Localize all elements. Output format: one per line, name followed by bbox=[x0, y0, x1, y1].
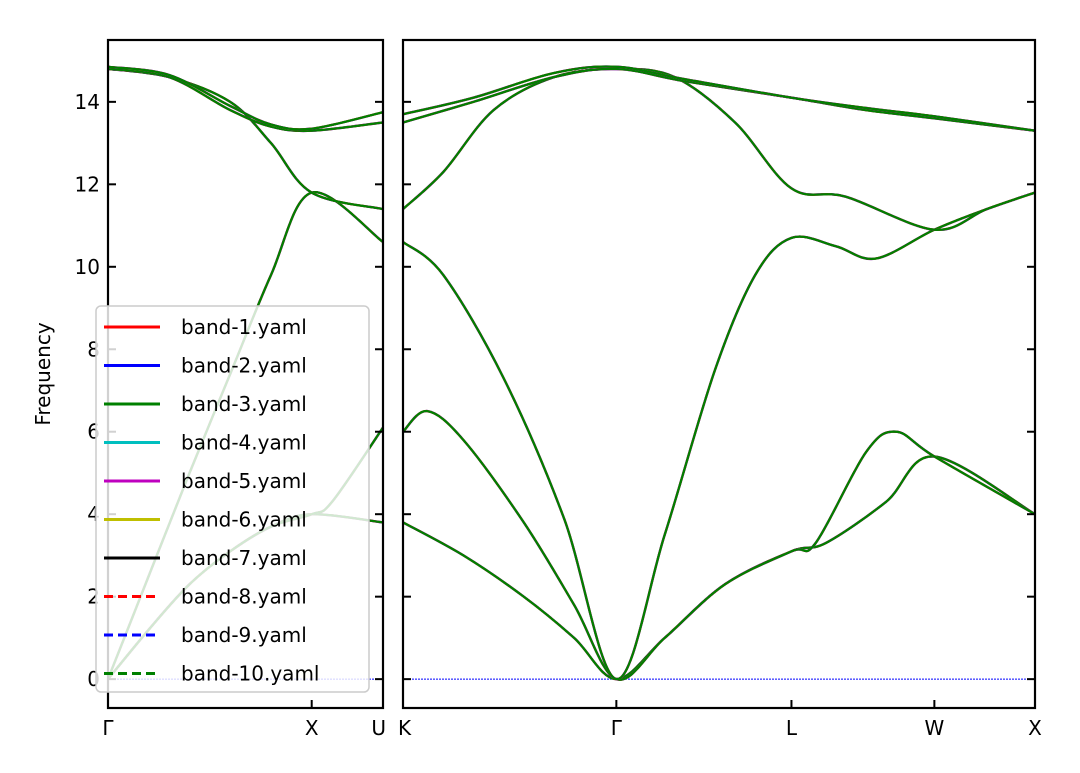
band-line-optical-5-7 bbox=[107, 67, 384, 132]
x-tick-label: W bbox=[924, 716, 944, 740]
band-line-optical-6-1 bbox=[107, 65, 384, 131]
band-line-acoustic-2-3 bbox=[402, 410, 1036, 681]
legend-label: band-2.yaml bbox=[181, 354, 307, 378]
legend-label: band-1.yaml bbox=[181, 315, 307, 339]
band-line-optical-6-5 bbox=[402, 65, 1036, 132]
band-line-acoustic-2-1 bbox=[402, 409, 1036, 681]
band-line-optical-6-2 bbox=[107, 65, 384, 131]
band-line-acoustic-1-4 bbox=[402, 455, 1036, 680]
band-line-acoustic-1-3 bbox=[402, 455, 1036, 681]
band-line-acoustic-3-2 bbox=[402, 191, 1036, 681]
band-line-optical-4-7 bbox=[402, 67, 1036, 231]
band-line-optical-4-5 bbox=[107, 67, 384, 211]
legend: band-1.yaml band-2.yaml band-3.yaml band-4.… bbox=[95, 305, 370, 693]
band-line-optical-5-2 bbox=[402, 67, 1036, 132]
band-line-optical-4-2 bbox=[107, 67, 384, 211]
band-line-optical-5-1 bbox=[402, 67, 1036, 132]
y-tick-label: 12 bbox=[75, 172, 100, 196]
band-line-optical-4-3 bbox=[107, 67, 384, 211]
band-line-optical-5-4 bbox=[402, 67, 1036, 132]
legend-label: band-10.yaml bbox=[181, 662, 319, 686]
x-tick-label: Γ bbox=[102, 716, 114, 740]
legend-label: band-8.yaml bbox=[181, 585, 307, 609]
band-line-optical-6-6 bbox=[402, 65, 1036, 132]
legend-label: band-6.yaml bbox=[181, 508, 307, 532]
band-line-optical-6-2 bbox=[402, 65, 1036, 132]
band-line-acoustic-1-6 bbox=[402, 455, 1036, 681]
band-line-optical-5-3 bbox=[402, 67, 1036, 132]
axes-frame bbox=[401, 38, 1037, 710]
band-line-optical-6-5 bbox=[107, 65, 384, 131]
band-line-optical-4-4 bbox=[107, 68, 384, 210]
legend-label: band-7.yaml bbox=[181, 546, 307, 570]
y-tick-label: 10 bbox=[75, 255, 100, 279]
band-line-acoustic-3-6 bbox=[402, 191, 1036, 681]
x-tick-label: Γ bbox=[611, 716, 623, 740]
legend-label: band-9.yaml bbox=[181, 623, 307, 647]
band-line-optical-6-6 bbox=[107, 65, 384, 131]
band-line-acoustic-1-1 bbox=[402, 455, 1036, 681]
band-line-acoustic-2-7 bbox=[402, 410, 1036, 681]
band-line-optical-5-6 bbox=[402, 67, 1036, 132]
y-axis-label: Frequency bbox=[31, 322, 55, 425]
band-line-optical-4-1 bbox=[107, 67, 384, 211]
band-line-optical-6-7 bbox=[107, 65, 384, 131]
y-tick-label: 14 bbox=[75, 90, 100, 114]
band-line-acoustic-1-2 bbox=[402, 455, 1036, 681]
legend-box bbox=[95, 305, 370, 693]
band-line-optical-6-3 bbox=[402, 65, 1036, 132]
x-tick-label: U bbox=[371, 716, 386, 740]
band-line-optical-4-6 bbox=[107, 67, 384, 211]
band-line-acoustic-3-1 bbox=[402, 191, 1036, 681]
band-line-acoustic-3-3 bbox=[402, 191, 1036, 681]
band-line-acoustic-2-5 bbox=[402, 410, 1036, 681]
legend-label: band-3.yaml bbox=[181, 392, 307, 416]
x-tick-label: X bbox=[1028, 716, 1042, 740]
band-line-acoustic-1-7 bbox=[402, 455, 1036, 681]
legend-label: band-5.yaml bbox=[181, 469, 307, 493]
legend-label: band-4.yaml bbox=[181, 431, 307, 455]
band-line-acoustic-2-6 bbox=[402, 410, 1036, 681]
x-tick-label: K bbox=[398, 716, 412, 740]
x-tick-label: L bbox=[786, 716, 798, 740]
band-line-optical-6-4 bbox=[402, 65, 1036, 132]
band-line-acoustic-3-5 bbox=[402, 191, 1036, 681]
band-line-optical-6-1 bbox=[402, 65, 1036, 132]
band-line-acoustic-2-2 bbox=[402, 409, 1036, 681]
band-line-optical-5-7 bbox=[402, 67, 1036, 132]
band-line-optical-6-7 bbox=[402, 65, 1036, 132]
band-line-acoustic-1-5 bbox=[402, 455, 1036, 681]
band-line-optical-5-5 bbox=[402, 67, 1036, 132]
band-line-acoustic-3-7 bbox=[402, 191, 1036, 681]
band-line-acoustic-3-4 bbox=[402, 191, 1036, 680]
band-line-optical-6-4 bbox=[107, 65, 384, 131]
band-line-optical-6-3 bbox=[107, 65, 384, 131]
band-line-acoustic-2-4 bbox=[402, 410, 1036, 681]
band-line-optical-4-7 bbox=[107, 67, 384, 211]
x-tick-label: X bbox=[305, 716, 319, 740]
